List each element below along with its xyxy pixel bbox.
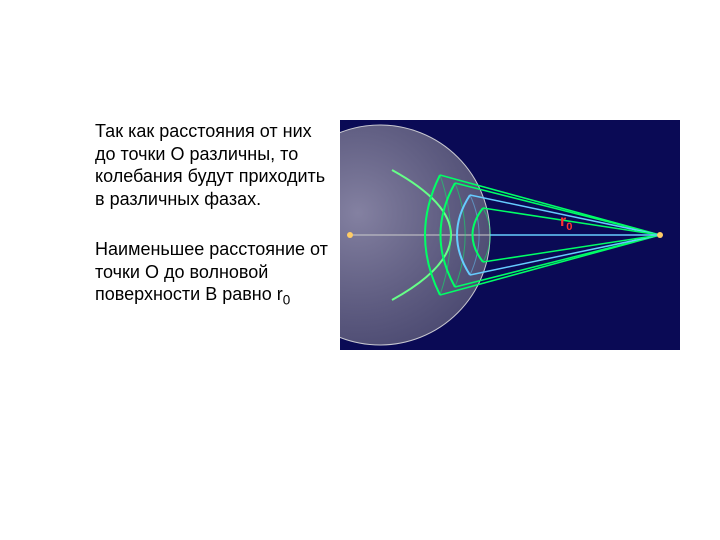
text-column: Так как расстояния от них до точки О раз… <box>95 120 330 350</box>
para2-prefix: Наименьшее расстояние от точки О до волн… <box>95 239 328 304</box>
fresnel-zones-diagram: r0 <box>340 120 680 350</box>
paragraph-1: Так как расстояния от них до точки О раз… <box>95 120 330 210</box>
paragraph-2: Наименьшее расстояние от точки О до волн… <box>95 238 330 309</box>
para2-subscript: 0 <box>283 293 291 308</box>
